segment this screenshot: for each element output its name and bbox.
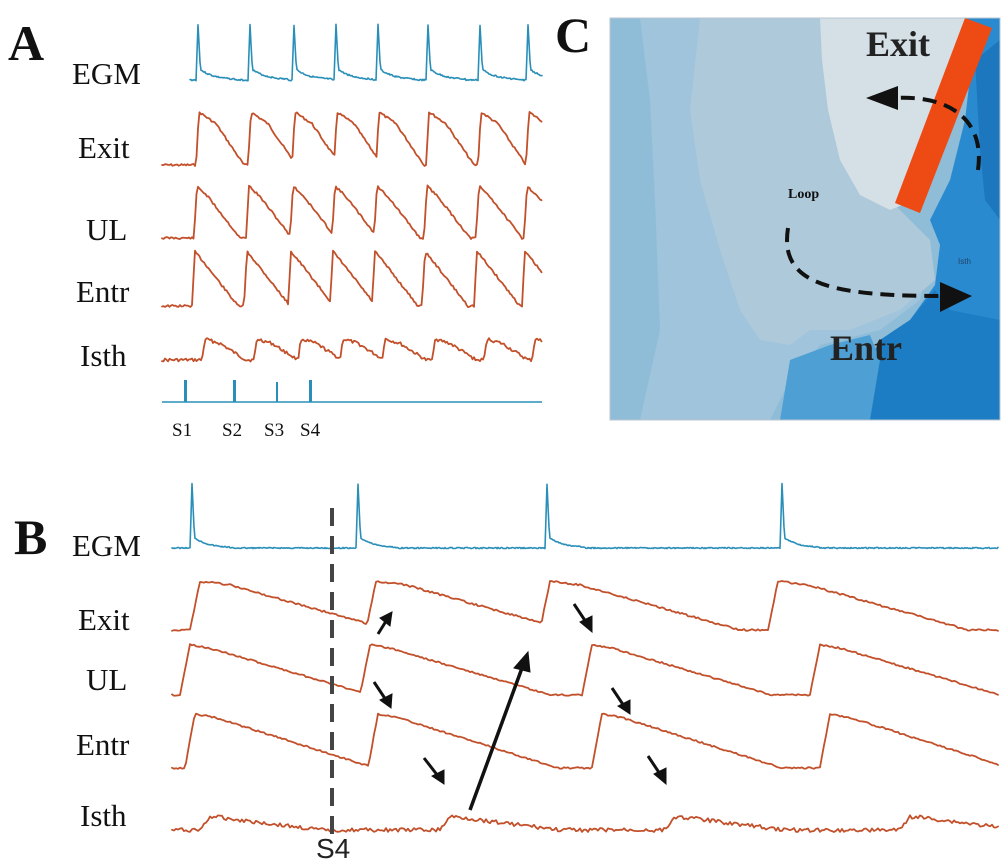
map-label-exit: Exit: [866, 24, 930, 64]
panel-a-stim-s3: S3: [264, 420, 284, 441]
panel-a-label-ul: UL: [86, 212, 127, 247]
map-label-loop: Loop: [788, 187, 819, 202]
map-label-entr: Entr: [830, 328, 902, 368]
panel-a-trace-isth: [161, 337, 543, 363]
panel-a-label-entr: Entr: [76, 274, 130, 309]
panel-c-letter: C: [555, 7, 591, 63]
panel-b-letter: B: [14, 509, 47, 565]
arrow-ul-down-icon: [372, 681, 393, 709]
panel-b-trace-egm: [171, 482, 999, 550]
map-label-isth: Isth: [958, 257, 971, 266]
panel-a-trace-entr: [161, 249, 543, 308]
panel-b-label-egm: EGM: [72, 528, 141, 563]
panel-b-trace-isth: [171, 814, 999, 833]
panel-a-stim-s4: S4: [300, 420, 321, 441]
panel-a-letter: A: [8, 15, 44, 71]
panel-b-label-exit: Exit: [78, 602, 130, 637]
activation-map: [610, 18, 1000, 420]
arrow-exit-up-icon: [376, 611, 393, 635]
arrow-ul2-down-icon: [610, 687, 631, 715]
panel-b: B EGM Exit UL Entr Isth S4: [14, 482, 999, 861]
panel-b-propagation-arrows: [372, 603, 667, 811]
panel-a-label-isth: Isth: [80, 338, 127, 373]
arrow-isth-to-exit-icon: [468, 650, 531, 811]
map-exit-arrow-path: [894, 95, 981, 171]
panel-b-label-isth: Isth: [80, 798, 127, 833]
arrow-entr-down-icon: [422, 757, 445, 785]
panel-c: C Exit Entr Loop Isth: [555, 7, 1001, 421]
arrow-entr2-down-icon: [646, 755, 667, 786]
panel-a: A EGM Exit UL Entr Isth S1 S2 S3 S4: [8, 15, 543, 441]
panel-b-trace-entr: [171, 712, 999, 770]
map-exit-arrowhead-icon: [866, 86, 898, 110]
panel-a-trace-exit: [161, 111, 543, 167]
map-entr-arrowhead-icon: [940, 282, 972, 312]
panel-a-trace-ul: [161, 184, 543, 240]
panel-b-trace-ul: [171, 643, 999, 697]
map-entr-arrow-path: [785, 227, 941, 298]
panel-b-label-entr: Entr: [76, 727, 130, 762]
panel-a-stim-s2: S2: [222, 420, 242, 441]
panel-a-label-egm: EGM: [72, 56, 141, 91]
panel-a-stimulus-line: [162, 380, 542, 403]
panel-b-trace-exit: [171, 580, 999, 632]
arrow-exit-down-icon: [572, 603, 593, 634]
panel-b-s4-label: S4: [316, 833, 350, 861]
panel-a-stim-s1: S1: [172, 420, 192, 441]
panel-b-label-ul: UL: [86, 662, 127, 697]
panel-a-trace-egm: [189, 23, 543, 82]
panel-a-label-exit: Exit: [78, 130, 130, 165]
